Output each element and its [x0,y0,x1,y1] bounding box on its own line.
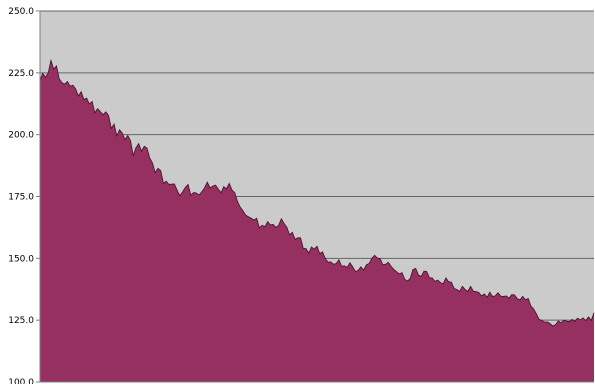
y-axis-ticks: 100.0 125.0 150.0 175.0 200.0 225.0 250.0 [8,7,40,384]
y-tick-label: 125.0 [8,316,34,326]
y-tick-label: 225.0 [8,69,34,79]
y-tick-label: 100.0 [8,378,34,384]
y-tick-label: 250.0 [8,7,34,17]
y-tick-label: 200.0 [8,131,34,141]
series-area [40,60,594,382]
y-tick-label: 175.0 [8,193,34,203]
series-line [39,58,595,327]
y-tick-label: 150.0 [8,254,34,264]
